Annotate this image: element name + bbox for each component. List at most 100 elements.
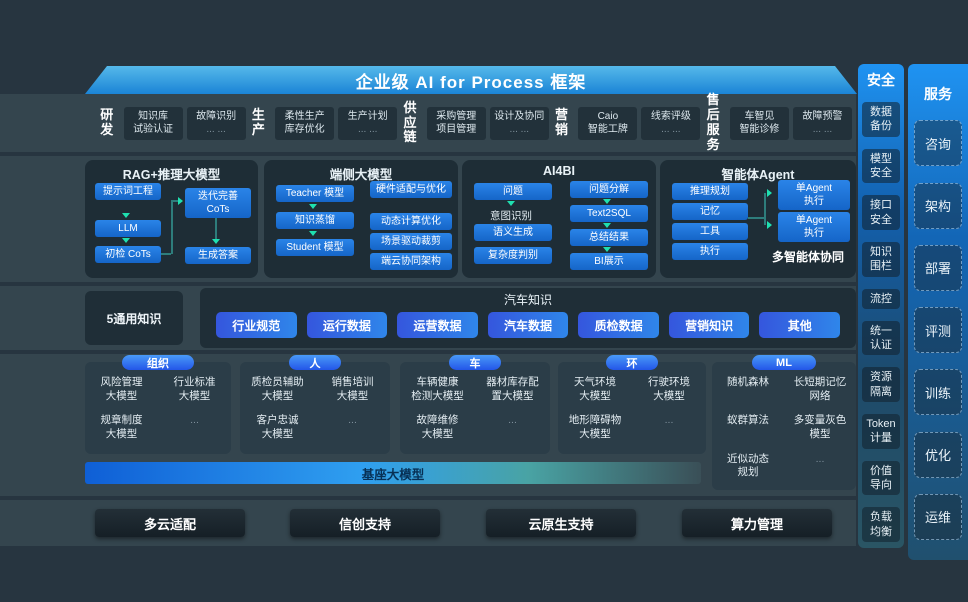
knowledge-pill: 营销知识 xyxy=(668,312,750,338)
app-item: 车智见 智能诊修 xyxy=(729,106,789,140)
card-title: 智能体Agent xyxy=(721,168,795,182)
bi-complexity-box: 复杂度判别 xyxy=(474,247,552,264)
card-edge-model: 端侧大模型 Teacher 模型 知识蒸馏 Student 模型 硬件适配与优化… xyxy=(264,160,458,278)
connector-line xyxy=(171,200,173,254)
arrow-down-icon xyxy=(507,201,515,206)
agent-tool-box: 工具 xyxy=(672,223,748,240)
card-agent: 智能体Agent 推理规划 记忆 工具 执行 单Agent 执行 单Agent … xyxy=(660,160,856,278)
edge-student-box: Student 模型 xyxy=(276,239,354,256)
agent-multi-label: 多智能体协同 xyxy=(771,250,844,264)
security-item: 流控 xyxy=(862,288,900,309)
bi-intent-label: 意图识别 xyxy=(490,210,532,222)
knowledge-pill: 运营数据 xyxy=(397,312,478,338)
app-item: 生产计划 ... ... xyxy=(338,106,398,140)
model-item: 多变量灰色 模型 xyxy=(793,414,847,440)
security-item: 负载 均衡 xyxy=(862,507,900,542)
rag-answer-box: 生成答案 xyxy=(185,247,251,264)
model-item: 随机森林 xyxy=(727,376,769,388)
security-title: 安全 xyxy=(867,72,895,88)
auto-knowledge-title: 汽车知识 xyxy=(503,293,552,307)
model-pill-environment: 环 xyxy=(606,355,658,370)
connector-line xyxy=(764,193,766,225)
security-column: 安全 数据 备份 模型 安全 接口 安全 知识 围栏 流控 统一 认证 资源 隔… xyxy=(858,64,904,548)
agent-single2-box: 单Agent 执行 xyxy=(778,212,850,242)
security-item: 资源 隔离 xyxy=(862,367,900,403)
security-item: 知识 围栏 xyxy=(862,241,900,277)
security-item: 模型 安全 xyxy=(862,148,900,184)
knowledge-pill: 汽车数据 xyxy=(487,312,569,338)
arrow-down-icon xyxy=(309,231,317,236)
model-pill-ml: ML xyxy=(752,355,816,370)
model-item: 器材库存配 置大模型 xyxy=(486,376,539,402)
app-item: 设计及协同 ... ... xyxy=(489,106,549,140)
app-item-line: 故障识别 xyxy=(196,110,237,122)
app-group-label: 营销 xyxy=(555,107,569,137)
knowledge-band: 5通用知识 汽车知识 行业规范 运行数据 运营数据 汽车数据 质检数据 营销知识… xyxy=(0,286,856,350)
banner-title: 企业级 AI for Process 框架 xyxy=(355,72,587,92)
app-item: 采购管理 项目管理 xyxy=(426,106,486,140)
model-item: 故障维修 大模型 xyxy=(416,414,459,440)
arrow-right-icon xyxy=(178,197,183,205)
rag-iterate-box: 迭代完善 CoTs xyxy=(185,188,251,218)
agent-plan-box: 推理规划 xyxy=(672,183,748,200)
model-band: 风险管理 大模型 行业标准 大模型 规章制度 大模型 ... 组织 质检员辅助 … xyxy=(0,354,856,496)
app-group-label: 供应 链 xyxy=(403,99,417,145)
rag-cots-box: 初检 CoTs xyxy=(95,246,161,263)
service-title: 服务 xyxy=(924,86,952,103)
bi-text2sql-box: Text2SQL xyxy=(570,205,648,222)
compute-management: 算力管理 xyxy=(682,509,832,537)
service-item: 评测 xyxy=(914,307,962,354)
app-item-line: 采购管理 xyxy=(436,110,477,122)
model-group-vehicle: 车辆健康 检测大模型 器材库存配 置大模型 故障维修 大模型 ... xyxy=(400,362,550,454)
model-item: 行业标准 大模型 xyxy=(173,376,216,402)
bi-display-box: BI展示 xyxy=(570,253,648,270)
model-item-more: ... xyxy=(348,414,357,427)
card-rag: RAG+推理大模型 提示词工程 LLM 初检 CoTs 迭代完善 CoTs 生成… xyxy=(85,160,258,278)
edge-dynamic-box: 动态计算优化 xyxy=(370,213,452,230)
app-item-line: 生产计划 xyxy=(347,110,388,122)
agent-exec-box: 执行 xyxy=(672,243,748,260)
service-column: 服务 咨询 架构 部署 评测 训练 优化 运维 xyxy=(908,64,968,560)
model-item-more: ... xyxy=(508,414,517,427)
arrow-down-icon xyxy=(122,213,130,218)
app-item-line: Caio xyxy=(597,110,619,122)
banner: 企业级 AI for Process 框架 xyxy=(85,66,857,94)
bi-semantic-box: 语义生成 xyxy=(474,224,552,241)
arrow-down-icon xyxy=(603,223,611,228)
service-item: 运维 xyxy=(914,493,962,540)
model-group-environment: 天气环境 大模型 行驶环境 大模型 地形障碍物 大模型 ... xyxy=(558,362,706,454)
app-item-line: 项目管理 xyxy=(436,124,477,135)
card-title: RAG+推理大模型 xyxy=(122,168,221,182)
edge-cloud-box: 端云协同架构 xyxy=(370,253,452,270)
security-item: 接口 安全 xyxy=(862,195,900,230)
model-group-ml: 随机森林 长短期记忆 网络 蚁群算法 多变量灰色 模型 近似动态 规划 ... xyxy=(712,362,856,490)
app-group-label: 售后 服务 xyxy=(706,92,720,152)
knowledge-pill: 质检数据 xyxy=(578,312,659,338)
model-item: 客户忠诚 大模型 xyxy=(256,414,299,440)
edge-distill-box: 知识蒸馏 xyxy=(276,212,354,229)
model-item-more: ... xyxy=(815,452,825,465)
security-item: Token 计量 xyxy=(862,414,900,449)
app-item: 故障识别 ... ... xyxy=(186,106,246,140)
application-groups: 研发 知识库 试验认证 故障识别 ... ... 生产 柔性生产 库存优化 生产… xyxy=(94,92,852,153)
app-group-aftersales: 售后 服务 车智见 智能诊修 故障预警 ... ... xyxy=(700,92,852,153)
agent-memory-box: 记忆 xyxy=(672,203,748,220)
app-item: 知识库 试验认证 xyxy=(123,106,183,140)
edge-scene-box: 场景驱动裁剪 xyxy=(370,233,452,250)
model-item-more: ... xyxy=(664,414,674,427)
model-pill-vehicle: 车 xyxy=(449,355,501,370)
arrow-down-icon xyxy=(603,199,611,204)
app-item-line: ... ... xyxy=(206,124,226,135)
bi-summary-box: 总结结果 xyxy=(570,229,648,246)
app-item-line: 库存优化 xyxy=(284,124,325,135)
arrow-down-icon xyxy=(603,247,611,252)
bi-question-box: 问题 xyxy=(474,183,552,200)
edge-hw-box: 硬件适配与优化 xyxy=(370,181,452,198)
app-item-line: 线索评级 xyxy=(650,110,691,122)
app-item-line: 故障预警 xyxy=(802,110,843,122)
model-item-more: ... xyxy=(190,414,199,427)
app-item-line: 柔性生产 xyxy=(284,110,325,122)
knowledge-pill: 其他 xyxy=(759,312,841,338)
app-item: 柔性生产 库存优化 xyxy=(275,106,335,140)
